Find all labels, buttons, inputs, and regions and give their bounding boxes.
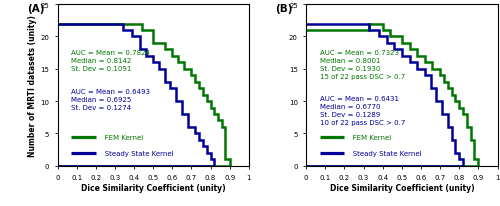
- Text: FEM Kernel: FEM Kernel: [346, 134, 392, 140]
- Text: AUC = Mean = 0.7824
Median = 0.8142
St. Dev = 0.1091: AUC = Mean = 0.7824 Median = 0.8142 St. …: [71, 50, 150, 72]
- Text: AUC = Mean = 0.7323
Median = 0.8001
St. Dev = 0.1930
15 of 22 pass DSC > 0.7: AUC = Mean = 0.7323 Median = 0.8001 St. …: [320, 50, 405, 80]
- Text: Steady State Kernel: Steady State Kernel: [346, 150, 422, 156]
- Y-axis label: Number of MRTI datasets (unity): Number of MRTI datasets (unity): [28, 15, 38, 156]
- Text: (B): (B): [276, 4, 293, 14]
- Text: AUC = Mean = 0.6493
Median = 0.6925
St. Dev = 0.1274: AUC = Mean = 0.6493 Median = 0.6925 St. …: [71, 89, 150, 111]
- X-axis label: Dice Similarity Coefficient (unity): Dice Similarity Coefficient (unity): [330, 183, 474, 192]
- Text: FEM Kernel: FEM Kernel: [98, 134, 143, 140]
- Text: (A): (A): [27, 4, 44, 14]
- Text: AUC = Mean = 0.6431
Median = 0.6770
St. Dev = 0.1289
10 of 22 pass DSC > 0.7: AUC = Mean = 0.6431 Median = 0.6770 St. …: [320, 95, 405, 125]
- Text: Steady State Kernel: Steady State Kernel: [98, 150, 174, 156]
- X-axis label: Dice Similarity Coefficient (unity): Dice Similarity Coefficient (unity): [81, 183, 226, 192]
